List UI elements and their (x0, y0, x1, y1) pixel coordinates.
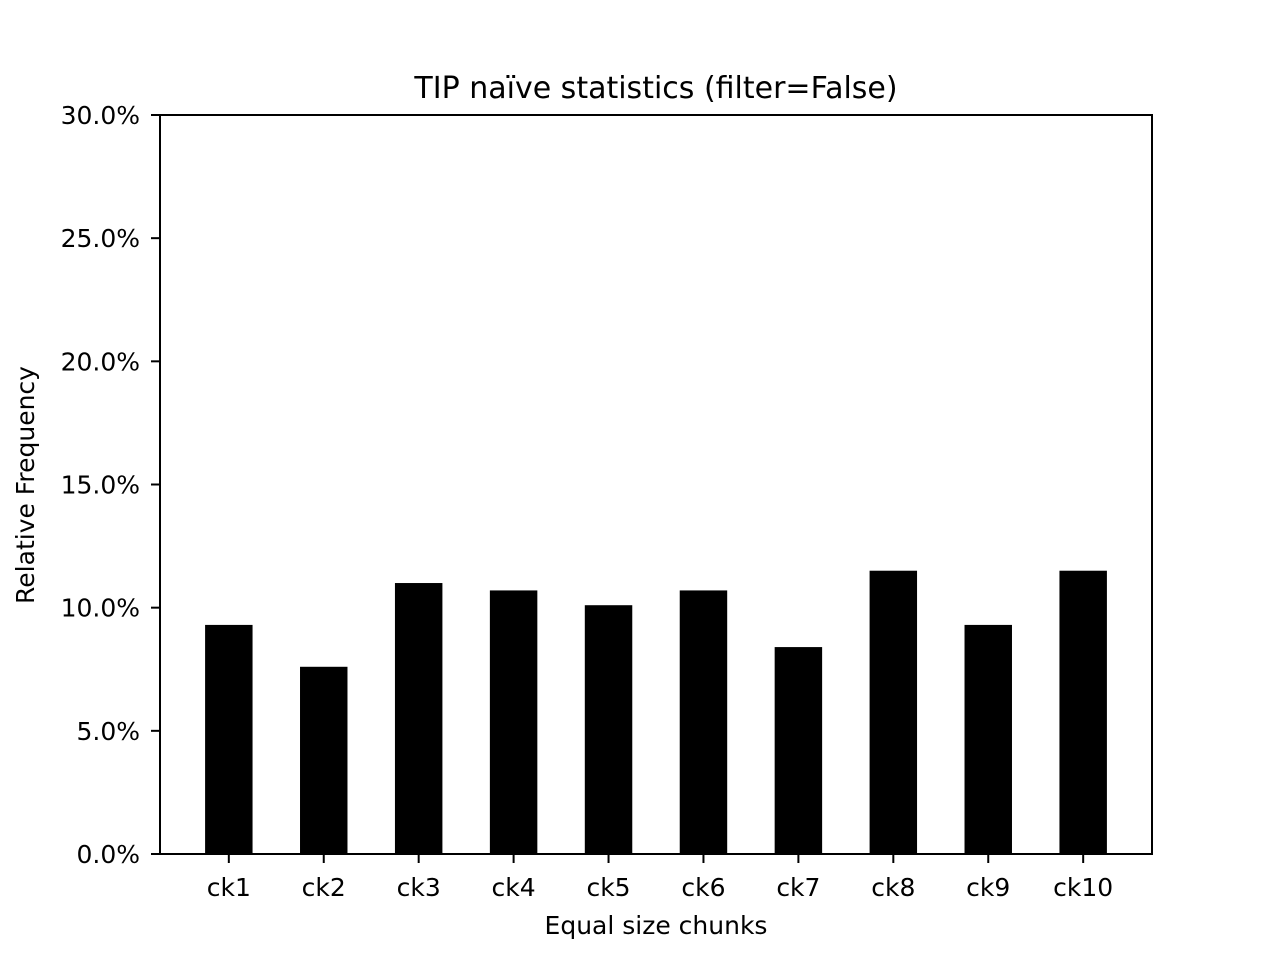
bar-ck6 (679, 590, 728, 854)
x-tick-label: ck7 (776, 873, 820, 902)
bar-ck4 (489, 590, 538, 854)
y-axis-label: Relative Frequency (11, 366, 40, 604)
bar-ck8 (869, 570, 918, 854)
x-tick-label: ck5 (586, 873, 630, 902)
x-tick-label: ck1 (207, 873, 251, 902)
bar-ck7 (774, 647, 823, 854)
bar-ck2 (300, 666, 348, 854)
x-tick-label: ck2 (302, 873, 346, 902)
bar-ck1 (205, 624, 253, 854)
bar-ck3 (394, 583, 443, 854)
y-axis-ticks: 0.0% 5.0% 10.0% 15.0% 20.0% 25.0% 30.0% (61, 101, 160, 869)
plot-frame (159, 114, 1153, 855)
x-axis-label: Equal size chunks (545, 911, 768, 940)
x-tick-label: ck4 (492, 873, 536, 902)
bar-ck5 (584, 605, 633, 854)
x-tick-label: ck8 (871, 873, 915, 902)
y-tick-label: 25.0% (61, 224, 140, 253)
y-tick-label: 10.0% (61, 594, 140, 623)
x-axis-ticks: ck1 ck2 ck3 ck4 ck5 ck6 ck7 ck8 ck9 ck10 (207, 854, 1113, 902)
bar-ck10 (1059, 570, 1107, 854)
x-tick-label: ck3 (397, 873, 441, 902)
y-tick-label: 30.0% (61, 101, 140, 130)
x-tick-label: ck6 (681, 873, 725, 902)
bars-group (205, 570, 1107, 854)
bar-ck9 (964, 624, 1012, 854)
x-tick-label: ck9 (966, 873, 1010, 902)
y-tick-label: 20.0% (61, 347, 140, 376)
y-tick-label: 5.0% (76, 717, 140, 746)
y-tick-label: 0.0% (76, 840, 140, 869)
y-tick-label: 15.0% (61, 471, 140, 500)
x-tick-label: ck10 (1053, 873, 1113, 902)
chart-title: TIP naïve statistics (filter=False) (413, 71, 897, 106)
